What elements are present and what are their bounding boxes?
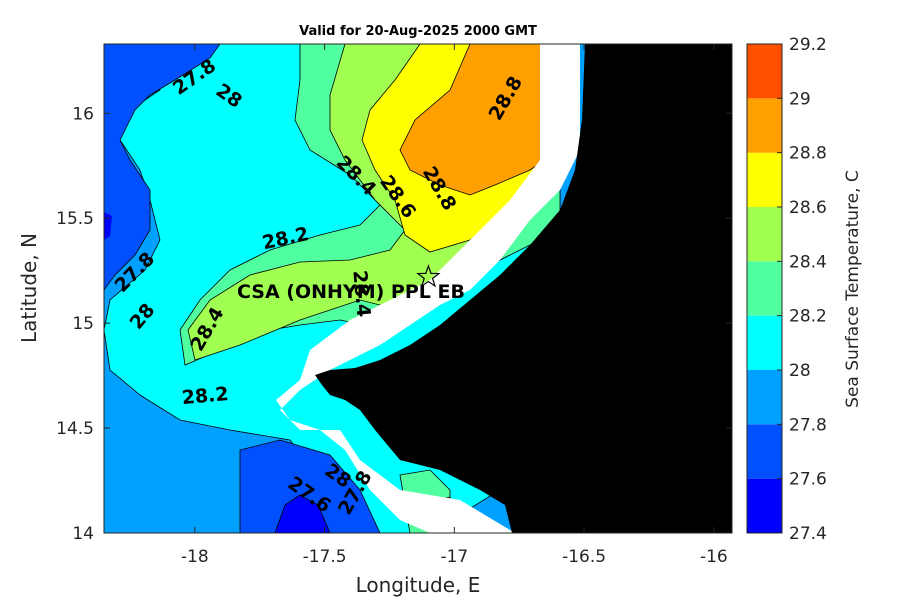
colorbar-segment	[747, 316, 782, 370]
colorbar-segment	[747, 261, 782, 315]
colorbar-segment	[747, 370, 782, 424]
colorbar-tick-label: 28.8	[789, 144, 827, 164]
x-tick-label: -16.5	[562, 547, 606, 567]
colorbar-tick-label: 29.2	[789, 35, 827, 55]
colorbar-tick-label: 27.8	[789, 415, 827, 435]
colorbar-title: Sea Surface Temperature, C	[843, 170, 863, 408]
colorbar: 27.4 27.6 27.8 28 28.2 28.4 28.6 28.8 29 29.2	[747, 35, 827, 544]
x-tick-label: -18	[181, 547, 209, 567]
y-tick-label: 15	[72, 314, 94, 334]
colorbar-tick-label: 28.4	[789, 252, 827, 272]
colorbar-tick-label: 27.6	[789, 470, 827, 490]
x-axis-title: Longitude, E	[356, 573, 481, 597]
colorbar-segment	[747, 98, 782, 152]
colorbar-tick-label: 28	[789, 361, 811, 381]
station-label: CSA (ONHYM) PPL EB	[237, 281, 465, 303]
y-axis-title: Latitude, N	[17, 233, 41, 343]
colorbar-tick-label: 29	[789, 89, 811, 109]
y-tick-label: 14	[72, 524, 94, 544]
colorbar-segment	[747, 207, 782, 261]
colorbar-segment	[747, 479, 782, 533]
y-tick-label: 16	[72, 104, 94, 124]
y-tick-label: 14.5	[56, 419, 94, 439]
x-tick-label: -17.5	[303, 547, 347, 567]
contour-label: 28.2	[181, 383, 230, 409]
colorbar-segment	[747, 44, 782, 98]
colorbar-tick-label: 28.6	[789, 198, 827, 218]
colorbar-segment	[747, 153, 782, 207]
colorbar-segment	[747, 424, 782, 478]
colorbar-tick-label: 27.4	[789, 524, 827, 544]
x-tick-label: -16	[700, 547, 728, 567]
x-tick-label: -17	[440, 547, 468, 567]
colorbar-tick-label: 28.2	[789, 307, 827, 327]
y-tick-label: 15.5	[56, 209, 94, 229]
